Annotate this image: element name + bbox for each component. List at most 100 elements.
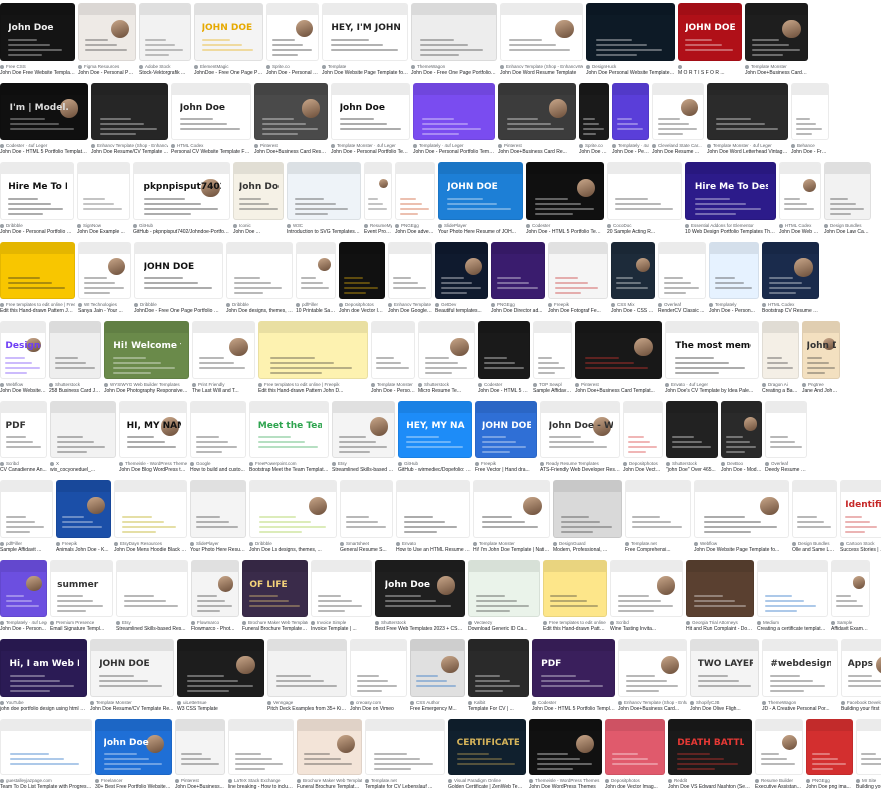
result-thumbnail[interactable]: CERTIFICATE [448,719,526,775]
image-result-tile[interactable]: Templately John Doe - Person... [709,242,759,318]
result-source[interactable]: TOP Sewpl [533,382,572,387]
image-result-tile[interactable]: Overleaf Deedy Resume Re... [765,401,807,477]
image-result-tile[interactable]: John Doe - Web Developer Ready Resume Tem… [540,401,620,477]
result-thumbnail[interactable] [694,480,789,538]
image-result-tile[interactable]: I'm | Model. Codester · 4uf Leger John Doe… [0,83,88,159]
result-caption[interactable]: John Doe - Person... [612,149,649,155]
result-source[interactable]: GetDev [435,302,488,307]
result-caption[interactable]: John Doe Blog WordPress the... [119,467,187,473]
result-thumbnail[interactable] [605,719,665,775]
result-thumbnail[interactable] [175,719,225,775]
result-source[interactable]: Design Bundles [792,541,837,546]
image-result-tile[interactable]: Google How to build and custo... [190,401,246,477]
result-caption[interactable]: John Doe Ls designs, themes, ... [249,547,322,553]
result-thumbnail[interactable] [709,242,759,299]
result-caption[interactable]: Email Signature Templ... [50,626,105,632]
result-thumbnail[interactable] [791,83,829,140]
result-thumbnail[interactable] [395,162,435,220]
result-thumbnail[interactable] [311,560,372,617]
result-source[interactable]: Template.net [625,541,691,546]
result-source[interactable]: ElementMagic [194,64,263,69]
image-result-tile[interactable]: guestalleyjazpage.com Team To Do List Tem… [0,719,92,794]
result-thumbnail[interactable] [296,242,336,299]
result-caption[interactable]: John Doe Web Desi... [779,229,821,235]
image-result-tile[interactable]: OF LIFE Brochure Maker Web Templates Funer… [242,560,308,636]
result-thumbnail[interactable]: HEY, MY NAME IS JOHN DOE [398,401,472,458]
result-thumbnail[interactable]: John Doe [95,719,172,775]
result-caption[interactable]: Team To Do List Template with Progress .… [0,784,92,790]
result-caption[interactable]: 10 Web Design Portfolio Templates That W… [685,229,776,235]
result-thumbnail[interactable]: PDF [532,639,615,697]
result-thumbnail[interactable] [413,83,495,140]
result-thumbnail[interactable] [78,3,136,61]
result-thumbnail[interactable] [410,639,465,697]
result-thumbnail[interactable] [473,480,550,538]
result-source[interactable]: Dribbble [226,302,293,307]
result-caption[interactable]: Download Generic ID Ca... [468,626,528,632]
result-caption[interactable]: John Doe - HTML 5 Portfolio Template by … [526,229,604,235]
image-result-tile[interactable]: GetDev Beautiful templates... [435,242,488,318]
result-thumbnail[interactable] [50,401,116,458]
result-thumbnail[interactable] [658,242,706,299]
result-source[interactable]: SignNow [77,223,130,228]
result-caption[interactable]: Executive Assistan... [755,784,801,790]
result-thumbnail[interactable] [625,480,691,538]
result-caption[interactable]: John Doe - Personal Portfolio P... [266,70,319,76]
image-result-tile[interactable]: John Doe Free CSS John Doe Free Website Te… [0,3,75,80]
result-thumbnail[interactable] [0,242,75,299]
result-source[interactable]: Free CSS [0,64,75,69]
result-source[interactable]: Sprite.co [579,143,609,148]
image-result-tile[interactable]: Themeisle - WordPress Themes John Doe Wor… [529,719,602,794]
image-result-tile[interactable]: Overleaf RenderCV Classic ... [658,242,706,318]
result-caption[interactable]: Affidavit Example ... [831,626,870,632]
result-source[interactable]: Iconic [233,223,284,228]
result-source[interactable]: Ready Resume Templates [540,461,620,466]
result-caption[interactable]: John Doe Resume/CV Template ... [91,149,168,155]
result-thumbnail[interactable] [339,242,385,299]
result-caption[interactable]: John Doe - Personal Portfolio Te... [0,229,74,235]
result-caption[interactable]: John Doe Google ... [388,308,432,314]
result-source[interactable]: Venngage [267,700,347,705]
result-thumbnail[interactable] [388,242,432,299]
result-source[interactable]: YouTube [0,700,87,705]
result-thumbnail[interactable]: JOHN DOE [194,3,263,61]
result-source[interactable]: Freelancer [95,778,172,783]
result-thumbnail[interactable] [623,401,663,458]
result-thumbnail[interactable] [435,242,488,299]
result-source[interactable]: Facebook Developers [841,700,881,705]
result-thumbnail[interactable] [762,242,819,299]
result-source[interactable]: Webflow [0,382,46,387]
result-thumbnail[interactable]: Hi, I am Web Dev [0,639,87,697]
result-caption[interactable]: John Doe Website Page Template for ... [322,70,408,76]
image-result-tile[interactable]: PNGEgg John Doe png ima... [806,719,853,794]
result-thumbnail[interactable]: summer [50,560,113,617]
result-caption[interactable]: GitHub - wirmediec/Dopefolio: Dopefoli..… [398,467,472,473]
image-result-tile[interactable]: JOHN DOE Template Monster John Doe Resume/… [90,639,174,716]
result-thumbnail[interactable] [548,242,608,299]
result-caption[interactable]: Template for CV Lebenslauf ... [365,784,433,790]
result-caption[interactable]: John Doe - Free One Page Portfolio We... [411,70,497,76]
result-source[interactable]: Medium [757,620,828,625]
result-thumbnail[interactable]: DEATH BATTLE! [668,719,752,775]
result-source[interactable]: Vecteezy [468,620,540,625]
result-caption[interactable]: John Doe Vector Imag... [623,467,663,473]
result-source[interactable]: PNGEgg [491,302,545,307]
result-source[interactable]: pdfFiller [0,541,53,546]
result-source[interactable]: Flowmarco [191,620,239,625]
result-source[interactable]: Templately [709,302,759,307]
result-caption[interactable]: John Doe+Business Card Resume Te... [745,70,808,76]
result-caption[interactable]: JD - A Creative Personal Por... [762,706,830,712]
result-source[interactable]: HTML Codex [779,223,821,228]
result-source[interactable]: Codester [532,700,615,705]
image-result-tile[interactable]: PDF Scribd CV Canadienne An... [0,401,47,477]
result-source[interactable]: Pinterest [175,778,225,783]
result-source[interactable]: Pinterest [498,143,576,148]
result-source[interactable]: Pinterest [254,143,328,148]
result-caption[interactable]: John Doe - Personal Portfolio Templat... [413,149,495,155]
result-source[interactable]: Codester [526,223,604,228]
result-thumbnail[interactable] [139,3,191,61]
